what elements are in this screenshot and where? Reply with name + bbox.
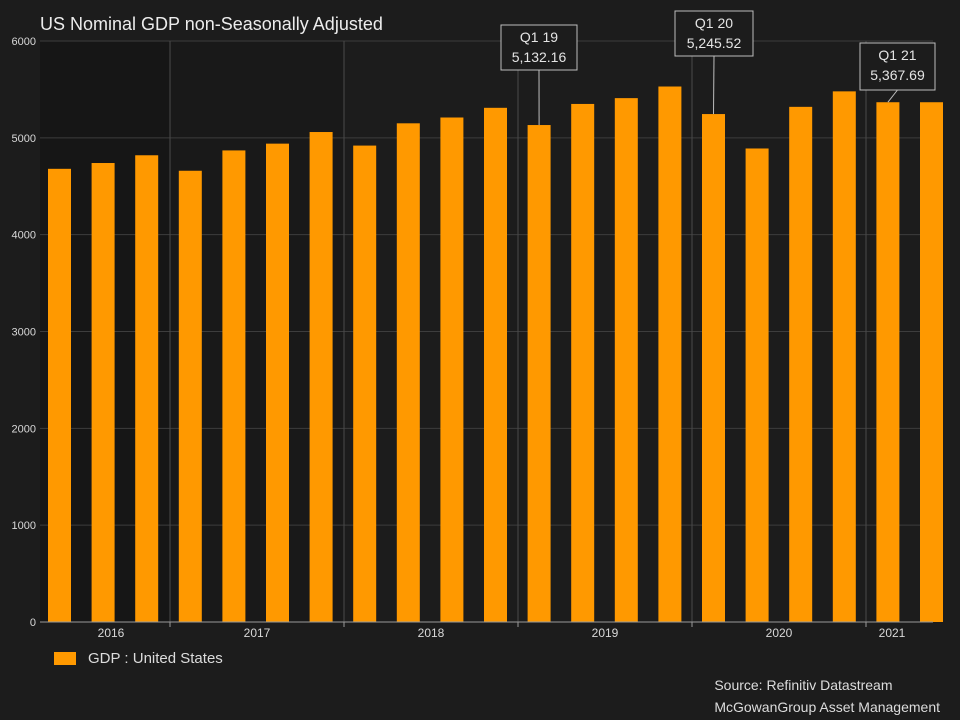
callout-box [500,24,578,71]
bar-Q3-17 [309,132,333,623]
bar-Q1-19 [571,103,595,623]
bar-Q1-16 [48,168,71,622]
y-tick-label: 5000 [12,133,36,145]
bar-Q4-20 [876,102,900,622]
legend-swatch [54,652,76,665]
callout-label: Q1 19 [520,29,558,45]
bar-Q2-19 [614,98,638,623]
bar-Q4-16 [178,170,202,623]
x-tick-label: 2021 [879,626,906,640]
bar-Q3-18 [484,107,507,622]
bar-Q1-21 [920,102,943,622]
legend-label: GDP : United States [88,650,223,667]
bar-Q1-18 [396,123,420,622]
y-tick-label: 6000 [12,36,36,48]
bar-layer [48,86,943,623]
annotation-layer: Q1 19 5,132.16 Q1 20 5,245.52 Q1 21 5,367.69 [500,10,936,126]
y-tick-label: 4000 [12,230,36,242]
credit-line: McGowanGroup Asset Management [714,699,940,715]
x-tick-label: 2016 [98,626,125,640]
y-tick-label: 1000 [12,520,36,532]
chart-title: US Nominal GDP non-Seasonally Adjusted [40,14,383,34]
x-tick-label: 2017 [244,626,271,640]
callout-value: 5,132.16 [512,49,567,65]
x-tick-label: 2019 [592,626,619,640]
source-note: Source: Refinitiv Datastream McGowanGrou… [714,674,940,718]
axis-layer: 0 1000 2000 3000 4000 5000 6000 2016 2017 2018 201… [12,36,933,640]
y-tick-label: 0 [30,617,36,629]
bar-Q2-18 [440,117,464,622]
bar-Q2-16 [91,163,115,622]
bar-Q3-19 [658,86,682,623]
source-line: Source: Refinitiv Datastream [714,677,893,693]
callout-label: Q1 20 [695,15,733,31]
bar-Q3-16 [135,155,159,622]
bar-Q4-19 [702,114,725,623]
callout-leader [887,89,898,103]
legend: GDP : United States [54,650,223,667]
bar-Q2-17 [266,143,289,623]
bar-Q1-20 [745,148,769,623]
bar-Q3-20 [832,91,856,622]
x-tick-label: 2020 [766,626,793,640]
callout-box [859,42,936,91]
bar-Q2-20 [789,106,813,622]
callout-label: Q1 21 [878,47,916,63]
callout-leader [713,55,715,115]
x-tick-label: 2018 [418,626,445,640]
callout-value: 5,367.69 [870,67,925,83]
bar-Q4-17 [353,145,377,622]
callout-box [674,10,754,57]
bar-Q4-18 [527,125,551,623]
y-tick-label: 2000 [12,423,36,435]
bar-Q1-17 [222,150,246,622]
y-tick-label: 3000 [12,327,36,339]
callout-value: 5,245.52 [687,35,742,51]
